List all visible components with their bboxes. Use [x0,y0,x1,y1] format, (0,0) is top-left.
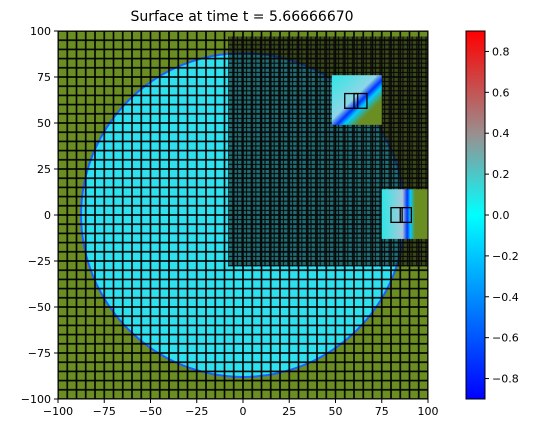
x-tick-label: 100 [418,405,439,418]
colorbar-tick-label: 0.6 [492,86,510,99]
refinement-box [353,92,368,109]
refinement-box [344,92,359,109]
y-tick-label: −50 [28,301,51,314]
colorbar: 0.8 0.6 0.4 0.2 0.0 −0.2 −0.4 −0.6 −0.8 [465,30,519,400]
refinement-patch-2 [381,189,428,239]
colorbar-tick-label: −0.4 [492,291,519,304]
plot-area [58,31,428,399]
y-tick-label: −25 [28,255,51,268]
y-tick-label: −100 [21,393,51,406]
y-tick-label: 25 [37,163,51,176]
colorbar-tick-label: −0.6 [492,332,519,345]
y-axis: 100 75 50 25 0 −25 −50 −75 −100 [21,25,58,406]
colorbar-tick-label: 0.8 [492,45,510,58]
colorbar-tick-label: 0.2 [492,168,510,181]
colorbar-tick-label: 0.4 [492,127,510,140]
x-tick-label: 50 [329,405,343,418]
colorbar-tick-label: −0.2 [492,250,519,263]
x-axis: −100 −75 −50 −25 0 25 50 75 100 [43,399,439,418]
colorbar-tick-label: 0.0 [492,209,510,222]
colorbar-gradient [465,30,486,400]
x-tick-label: 0 [240,405,247,418]
y-tick-label: 0 [44,209,51,222]
x-tick-label: 75 [375,405,389,418]
colorbar-tick-label: −0.8 [492,373,519,386]
y-tick-label: 100 [30,25,51,38]
x-tick-label: 25 [282,405,296,418]
x-tick-label: −75 [93,405,116,418]
chart-title: Surface at time t = 5.66666670 [130,9,353,25]
refinement-box [399,206,412,224]
y-tick-label: 50 [37,117,51,130]
refinement-patch-surface [381,189,428,239]
refinement-box [390,206,403,224]
colorbar-axis: 0.8 0.6 0.4 0.2 0.0 −0.2 −0.4 −0.6 −0.8 [485,45,519,386]
refinement-patch-1 [331,75,382,125]
refinement-patch-surface [331,75,382,125]
y-tick-label: 75 [37,71,51,84]
x-tick-label: −100 [43,405,73,418]
y-tick-label: −75 [28,347,51,360]
x-tick-label: −50 [139,405,162,418]
x-tick-label: −25 [185,405,208,418]
